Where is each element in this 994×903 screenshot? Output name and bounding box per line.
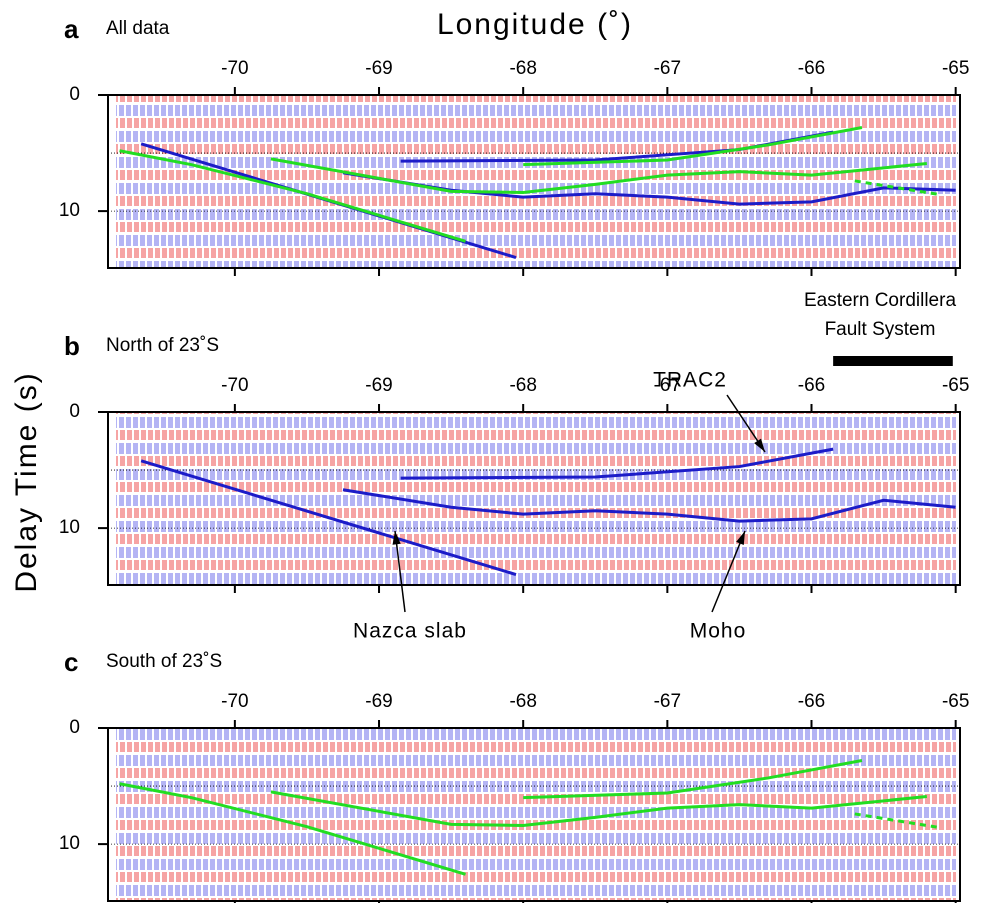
waveform-background xyxy=(116,413,956,584)
annotation: Nazca slab xyxy=(353,620,467,643)
x-tick-label: -70 xyxy=(221,58,248,79)
x-tick-label: -65 xyxy=(942,58,969,79)
x-tick-label: -65 xyxy=(942,691,969,712)
x-tick-label: -67 xyxy=(654,58,681,79)
plot-frame xyxy=(107,727,961,902)
panel-title: North of 23˚S xyxy=(106,335,219,356)
x-tick-label: -70 xyxy=(221,375,248,396)
picked-line xyxy=(342,488,956,523)
y-tick-label: 10 xyxy=(59,833,80,854)
arrow-head xyxy=(754,438,765,452)
picked-line xyxy=(270,790,927,828)
fault-label: Fault System xyxy=(825,319,936,340)
x-tick-label: -67 xyxy=(654,691,681,712)
arrow-head xyxy=(736,531,745,545)
x-axis-title: Longitude (˚) xyxy=(437,8,633,41)
x-tick-label: -66 xyxy=(798,691,825,712)
fault-label: Eastern Cordillera xyxy=(804,290,956,311)
panel-title: All data xyxy=(106,18,170,39)
arrow-head xyxy=(392,531,401,545)
picked-line xyxy=(270,157,927,195)
plot-frame xyxy=(107,94,961,269)
fault-bar xyxy=(833,356,953,366)
picked-line xyxy=(119,782,466,876)
x-tick-label: -69 xyxy=(365,375,392,396)
annotation: Moho xyxy=(690,620,747,643)
y-tick-label: 0 xyxy=(69,84,80,105)
x-tick-label: -68 xyxy=(509,691,536,712)
picked-line xyxy=(523,126,863,167)
picked-line xyxy=(854,179,942,197)
y-tick-label: 0 xyxy=(69,401,80,422)
y-axis-title: Delay Time (s) xyxy=(10,371,43,592)
x-tick-label: -69 xyxy=(365,691,392,712)
x-tick-label: -67 xyxy=(654,375,681,396)
picked-line xyxy=(140,459,517,576)
panel-letter: c xyxy=(64,647,78,677)
annotation-arrow xyxy=(394,530,406,613)
x-tick-label: -65 xyxy=(942,375,969,396)
picked-line xyxy=(854,812,942,830)
y-tick-label: 10 xyxy=(59,517,80,538)
x-tick-label: -66 xyxy=(798,58,825,79)
waveform-background xyxy=(116,96,956,267)
panel-letter: a xyxy=(64,14,79,44)
x-tick-label: -70 xyxy=(221,691,248,712)
y-tick-label: 10 xyxy=(59,200,80,221)
waveform-background xyxy=(116,729,956,900)
picked-line xyxy=(400,447,834,480)
x-tick-label: -68 xyxy=(509,58,536,79)
x-tick-label: -66 xyxy=(798,375,825,396)
annotation: TRAC2 xyxy=(653,369,727,392)
plot-frame xyxy=(107,411,961,586)
y-tick-label: 0 xyxy=(69,717,80,738)
annotation-arrow xyxy=(711,530,746,613)
picked-line xyxy=(119,149,466,243)
x-tick-label: -68 xyxy=(509,375,536,396)
x-tick-label: -69 xyxy=(365,58,392,79)
picked-line xyxy=(523,759,863,800)
panel-title: South of 23˚S xyxy=(106,651,222,672)
panel-letter: b xyxy=(64,331,80,361)
